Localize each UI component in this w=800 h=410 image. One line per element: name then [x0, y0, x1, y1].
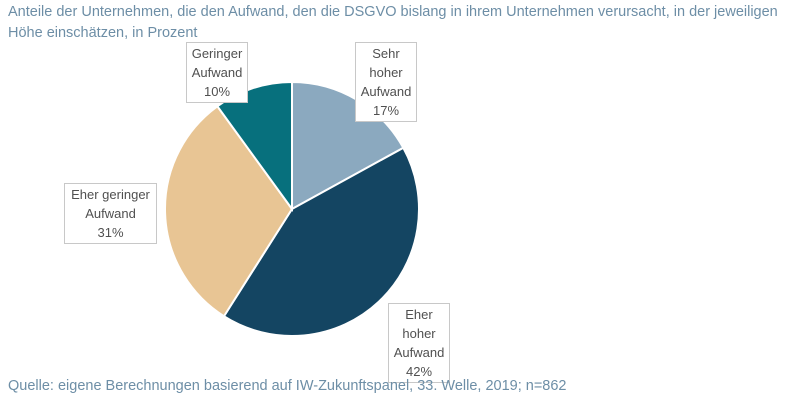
label-sehr-hoher: Sehr hoher Aufwand 17%	[355, 42, 417, 122]
pie-slice-1	[222, 146, 420, 337]
pie-slice-3	[215, 80, 293, 213]
label-text: Sehr hoher	[369, 46, 403, 80]
label-text: Eher hoher	[402, 307, 436, 341]
label-text: Aufwand	[393, 345, 445, 360]
pie-slice-2	[164, 104, 294, 318]
label-value: 42%	[405, 364, 433, 379]
label-text: Aufwand	[360, 84, 412, 99]
label-eher-hoher: Eher hoher Aufwand 42%	[388, 303, 450, 383]
label-value: 10%	[203, 84, 231, 99]
label-text: Aufwand	[85, 206, 136, 221]
label-text: Aufwand	[191, 65, 243, 80]
label-geringer: Geringer Aufwand 10%	[186, 42, 248, 103]
chart-title: Anteile der Unternehmen, die den Aufwand…	[8, 4, 778, 41]
label-text: Geringer	[191, 46, 243, 61]
label-value: 17%	[372, 103, 400, 118]
label-eher-geringer: Eher geringer Aufwand 31%	[64, 183, 157, 244]
label-value: 31%	[97, 225, 124, 240]
label-text: Eher geringer	[71, 187, 150, 202]
source-note: Quelle: eigene Berechnungen basierend au…	[8, 378, 567, 394]
